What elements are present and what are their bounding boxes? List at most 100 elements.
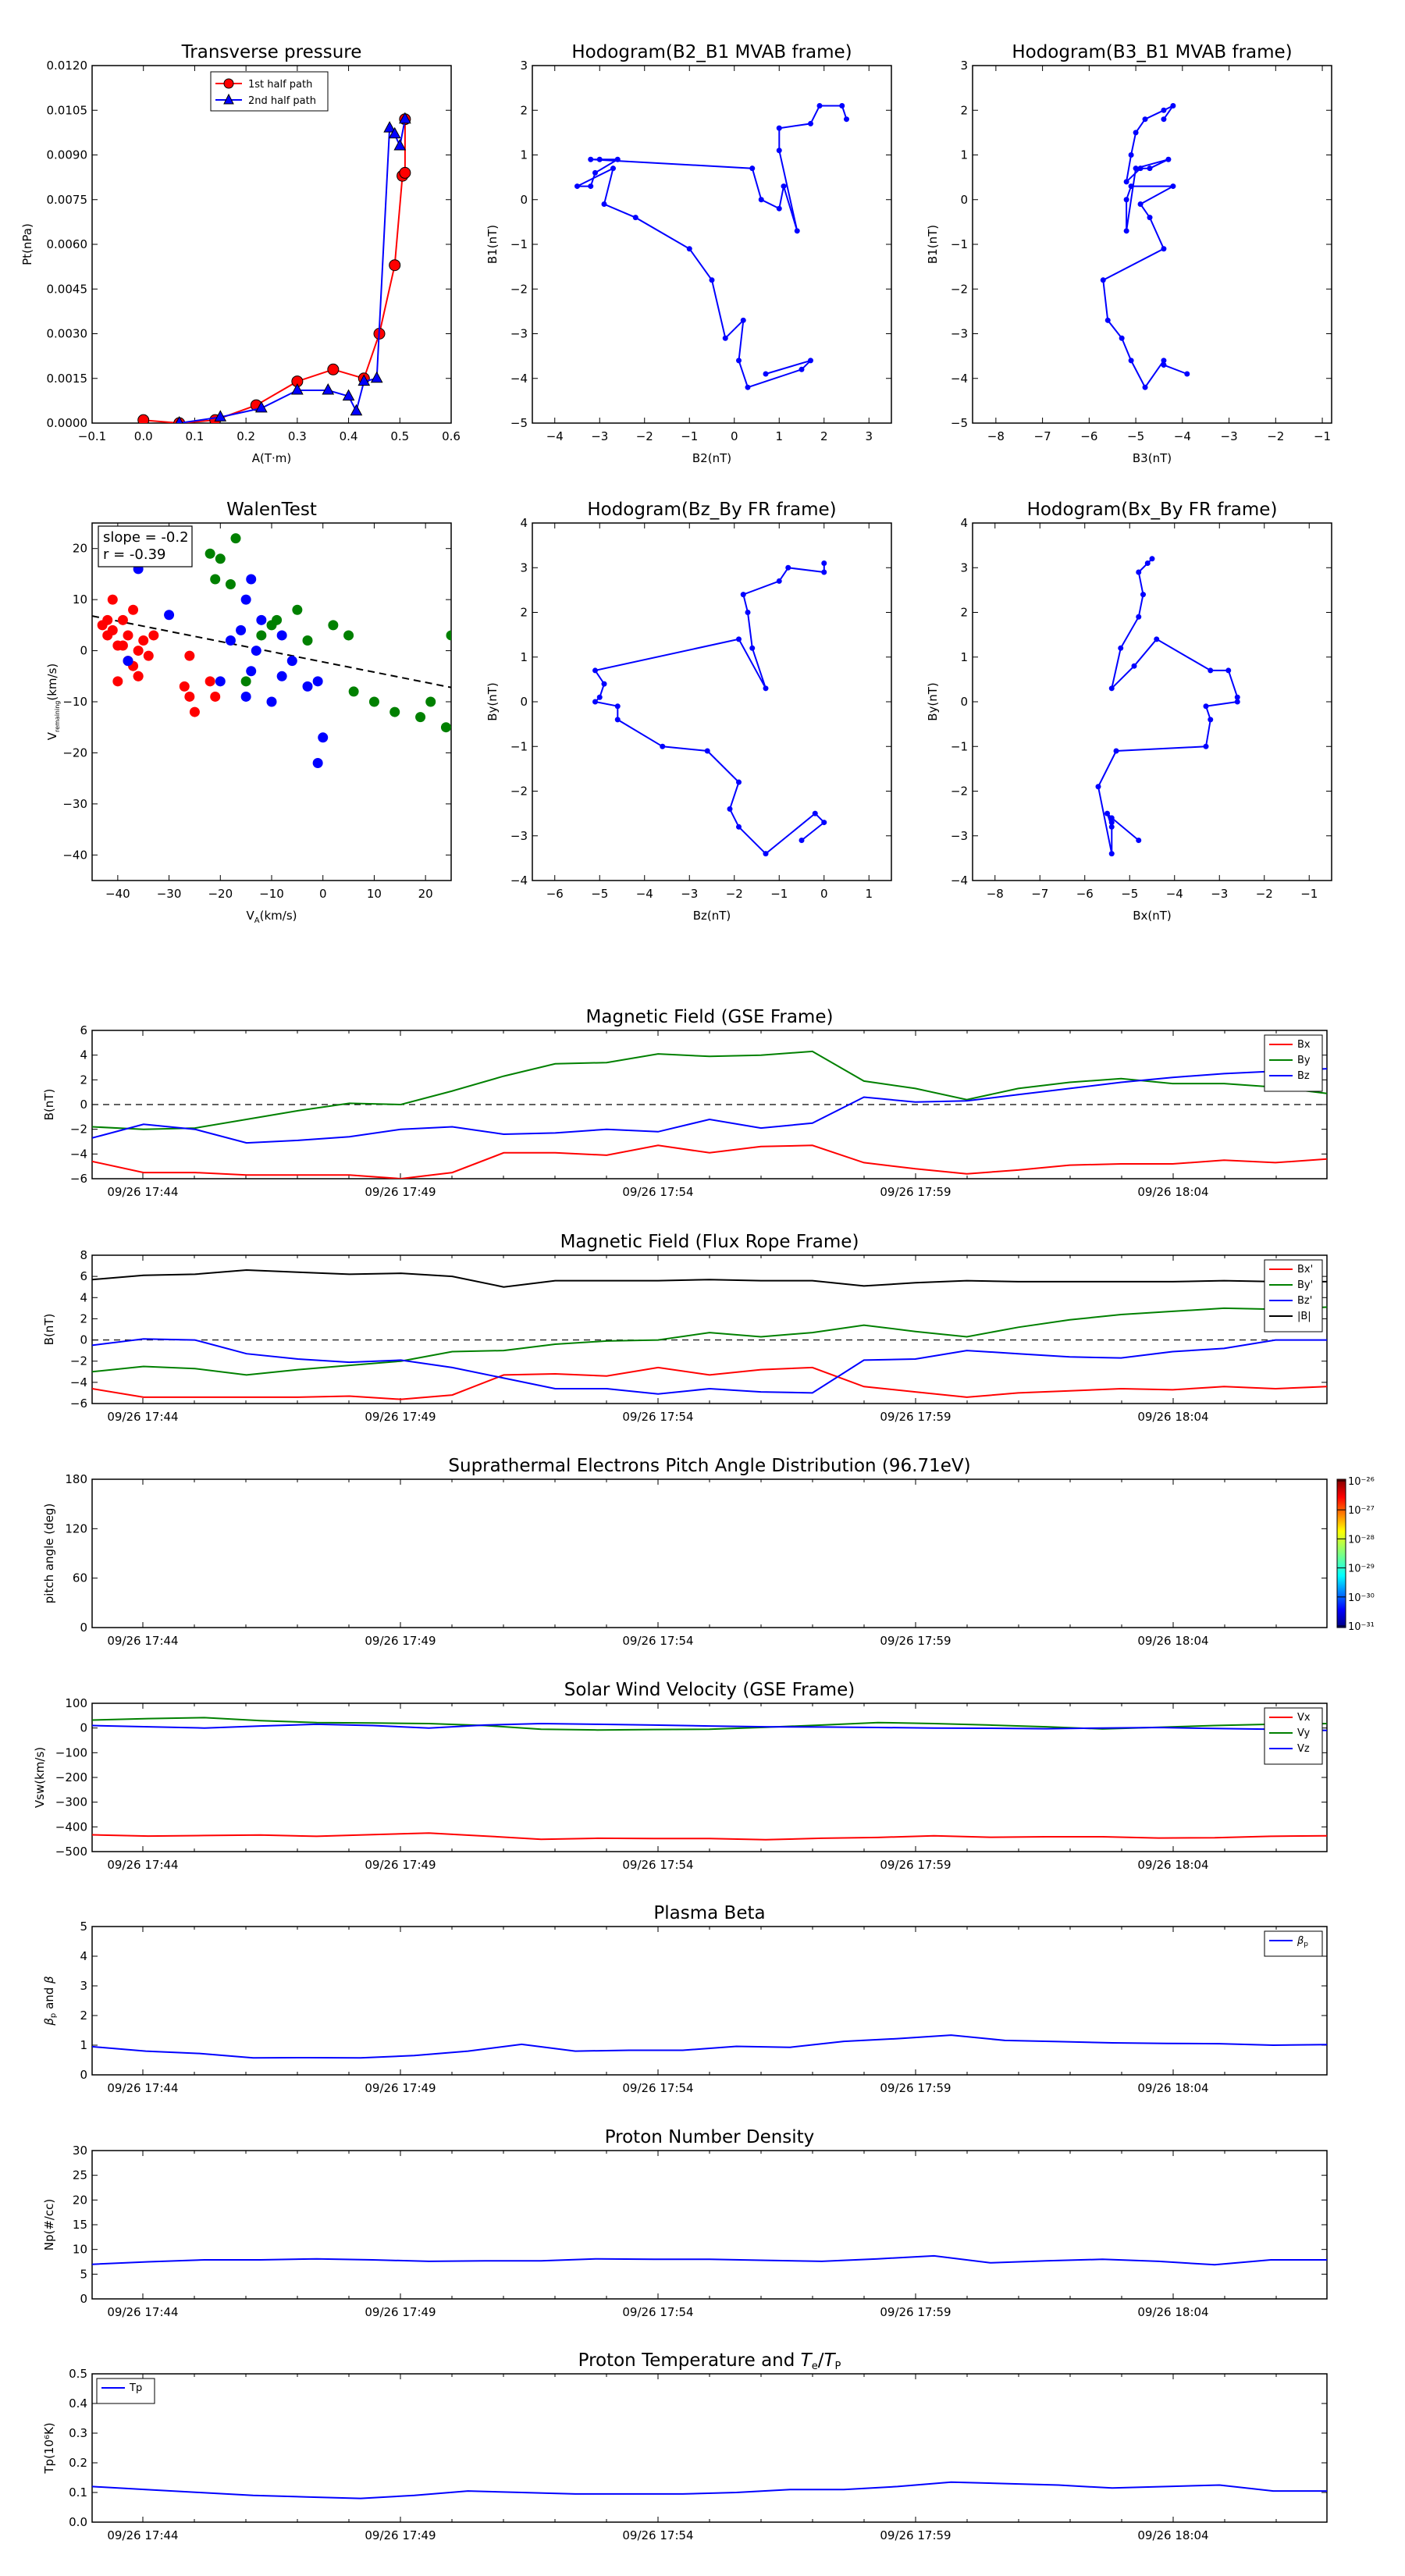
y-tick-label: −1 [951, 739, 968, 753]
annotation: slope = -0.2r = -0.39 [98, 525, 193, 568]
series-line-0 [1097, 558, 1239, 854]
y-tick-label: −4 [70, 1375, 87, 1389]
y-tick-label: 1 [80, 2038, 87, 2052]
panel-hzy: Hodogram(Bz_By FR frame) −6 −5 −4 −3 −2 −1 0 1 −4… [486, 500, 892, 923]
data-point [1137, 201, 1144, 207]
data-point [164, 610, 175, 621]
y-tick-label: −4 [510, 873, 528, 888]
data-point [776, 148, 782, 154]
data-point [601, 681, 607, 687]
y-tick-label: 2 [520, 103, 528, 117]
y-tick-label: −4 [951, 372, 968, 386]
data-point [389, 706, 400, 717]
plot-frame [972, 65, 1332, 424]
y-tick-label: −1 [510, 237, 528, 251]
series-line-Np [92, 2254, 1327, 2266]
data-point [1128, 358, 1134, 364]
y-tick-label: 0.0 [69, 2515, 87, 2529]
y-axis-label: B(nT) [42, 1314, 56, 1346]
x-tick-label: −40 [105, 887, 130, 901]
y-tick-label: 0.0000 [47, 416, 88, 430]
ylabel-unit: (km/s) [45, 664, 59, 701]
data-point [148, 630, 159, 641]
panel-h21: Hodogram(B2_B1 MVAB frame) −4 −3 −2 −1 0 1 2 3 −5… [486, 42, 892, 465]
y-tick-label: 0.0090 [47, 148, 88, 162]
y-tick-label: −1 [510, 739, 528, 753]
y-tick-label: −10 [62, 695, 87, 709]
y-tick-label: 0.2 [69, 2456, 87, 2470]
data-point [799, 837, 805, 843]
x-tick-label: 09/26 17:54 [622, 2528, 693, 2542]
panel-title: Transverse pressure [181, 42, 362, 62]
plot-area [92, 533, 451, 769]
data-point [251, 646, 261, 656]
data-point [1128, 183, 1134, 190]
data-point [236, 624, 247, 635]
data-point [210, 691, 221, 702]
data-point [1161, 107, 1167, 113]
y-tick-label: 3 [960, 560, 968, 575]
legend: Tp [96, 2378, 155, 2404]
data-point [1154, 636, 1160, 642]
y-axis-label: βp and β [42, 1976, 58, 2026]
data-point [1161, 358, 1167, 364]
y-tick-label: −6 [70, 1172, 87, 1186]
panel-walen: WalenTest −40 −30 −20 −10 0 10 20 −40 −30 −20 −10 0 1… [45, 500, 452, 925]
legend: Vx Vy Vz [1264, 1707, 1323, 1765]
x-tick-label: 09/26 18:04 [1137, 1410, 1208, 1424]
x-tick-label: −1 [681, 429, 698, 443]
x-tick-label: −5 [1127, 429, 1144, 443]
series-line-0 [577, 105, 848, 389]
data-point [816, 103, 823, 109]
y-tick-label: 3 [520, 59, 528, 73]
x-tick-label: −6 [546, 887, 564, 901]
plot-frame [972, 522, 1332, 881]
y-tick-label: 1 [960, 650, 968, 664]
y-tick-label: 0 [80, 1721, 87, 1735]
x-tick-label: −4 [1166, 887, 1183, 901]
y-tick-label: −400 [55, 1820, 87, 1834]
legend: βp [1264, 1930, 1323, 1957]
data-point [763, 851, 769, 857]
data-point [1203, 743, 1209, 749]
annotation-box [98, 525, 193, 568]
data-point [614, 156, 621, 162]
y-tick-label: −3 [951, 829, 968, 843]
y-tick-label: 0.0030 [47, 327, 88, 341]
x-tick-label: 09/26 17:54 [622, 2081, 693, 2095]
data-point [1133, 165, 1139, 172]
x-axis-label: Bx(nT) [1133, 909, 1172, 923]
y-tick-label: 10 [73, 2243, 87, 2257]
data-point [415, 712, 426, 723]
y-tick-label: 20 [73, 542, 87, 556]
y-tick-label: 2 [960, 606, 968, 620]
data-point [1234, 694, 1240, 700]
series-line-By' [92, 1306, 1327, 1376]
legend-label: Bx' [1297, 1264, 1313, 1276]
y-axis-label: Vsw(km/s) [33, 1747, 47, 1808]
data-point [808, 358, 813, 364]
y-tick-label: 0.5 [69, 2367, 87, 2381]
series-line-Vz [92, 1722, 1327, 1731]
data-point [812, 810, 818, 817]
data-point [225, 579, 236, 590]
data-point [574, 183, 580, 190]
data-point [601, 201, 607, 207]
data-point [1108, 851, 1115, 857]
x-axis-label: VA(km/s) [247, 909, 297, 925]
data-point [205, 548, 215, 559]
data-point [246, 666, 257, 677]
data-point [1113, 748, 1119, 754]
colorbar-tick-label: 10⁻²⁸ [1348, 1534, 1375, 1546]
data-point [1161, 116, 1167, 123]
data-point [133, 671, 144, 681]
data-point [1136, 837, 1142, 843]
data-point [821, 569, 827, 575]
x-tick-label: −3 [591, 429, 608, 443]
panel-pad: Suprathermal Electrons Pitch Angle Distr… [42, 1456, 1375, 1648]
series-line-Bx [92, 1144, 1327, 1179]
data-point [123, 630, 133, 641]
x-tick-label: −20 [208, 887, 233, 901]
x-tick-label: 0.6 [442, 429, 461, 443]
y-tick-label: 4 [80, 1048, 87, 1062]
